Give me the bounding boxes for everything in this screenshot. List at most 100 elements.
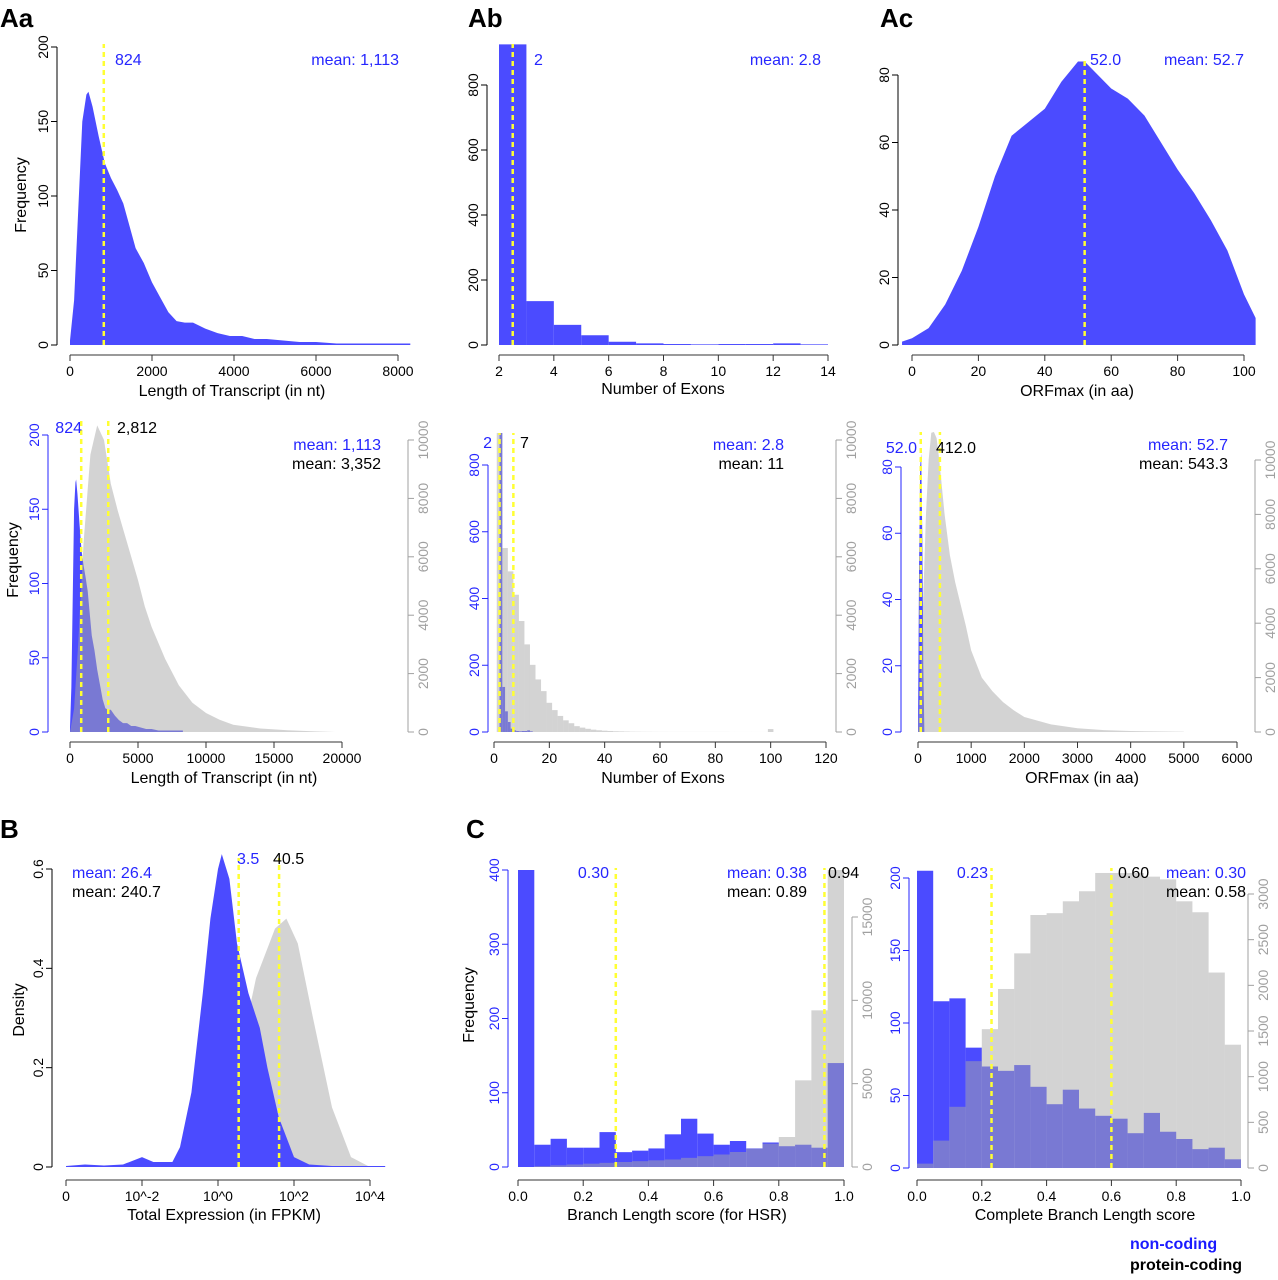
y-right-tick-label: 1500 bbox=[1255, 1015, 1271, 1046]
bar-non-coding bbox=[933, 1001, 950, 1168]
x-tick-label: 8000 bbox=[382, 363, 413, 379]
median-label: 0.60 bbox=[1118, 865, 1149, 882]
median-label: 0.23 bbox=[957, 865, 988, 882]
bar-protein-coding bbox=[496, 433, 503, 732]
y-right-tick-label: 0 bbox=[859, 1163, 875, 1171]
y-right-tick-label: 10000 bbox=[1262, 440, 1278, 479]
bar-protein-coding bbox=[998, 988, 1015, 1168]
x-tick-label: 2 bbox=[495, 363, 503, 379]
bar-protein-coding bbox=[612, 731, 619, 732]
y-tick-label: 100 bbox=[26, 572, 42, 596]
y-tick-label: 0 bbox=[876, 341, 892, 349]
bar-protein-coding bbox=[529, 664, 536, 732]
y-tick-label: 0 bbox=[879, 728, 895, 736]
x-tick-label: 10^-2 bbox=[125, 1188, 160, 1204]
y-tick-label: 200 bbox=[486, 1007, 502, 1031]
y-tick-label: 150 bbox=[35, 110, 51, 134]
y-tick-label: 400 bbox=[466, 587, 482, 611]
bar-non-coding bbox=[534, 1144, 551, 1167]
x-tick-label: 5000 bbox=[1168, 750, 1199, 766]
bar-protein-coding bbox=[746, 1148, 763, 1167]
bar-protein-coding bbox=[596, 730, 602, 732]
x-tick-label: 0.6 bbox=[704, 1188, 724, 1204]
x-axis-label: Complete Branch Length score bbox=[975, 1207, 1196, 1224]
x-tick-label: 40 bbox=[1037, 363, 1053, 379]
bar-protein-coding bbox=[1192, 912, 1209, 1168]
legend-non-coding: non-coding bbox=[1130, 1236, 1218, 1253]
bar-protein-coding bbox=[601, 730, 608, 732]
x-tick-label: 0.6 bbox=[1102, 1188, 1122, 1204]
density-non-coding bbox=[66, 854, 386, 1167]
y-tick-label: 100 bbox=[486, 1081, 502, 1105]
x-tick-label: 20 bbox=[542, 750, 558, 766]
bar-non-coding bbox=[664, 1134, 681, 1167]
x-tick-label: 8 bbox=[660, 363, 668, 379]
bar-protein-coding bbox=[1046, 913, 1063, 1168]
bar-protein-coding bbox=[729, 1152, 747, 1167]
x-tick-label: 80 bbox=[1170, 363, 1186, 379]
bar-protein-coding bbox=[1143, 876, 1160, 1168]
y-right-tick-label: 6000 bbox=[415, 541, 431, 572]
median-label: 2 bbox=[483, 435, 492, 452]
x-tick-label: 0 bbox=[490, 750, 498, 766]
mean-label: mean: 2.8 bbox=[750, 52, 821, 69]
y-tick-label: 50 bbox=[887, 1088, 903, 1104]
x-tick-label: 1000 bbox=[956, 750, 987, 766]
x-tick-label: 0.2 bbox=[573, 1188, 593, 1204]
bar-protein-coding bbox=[557, 715, 564, 732]
x-tick-label: 10000 bbox=[187, 750, 226, 766]
x-tick-label: 20000 bbox=[323, 750, 362, 766]
x-tick-label: 4000 bbox=[218, 363, 249, 379]
mean-label: mean: 0.89 bbox=[727, 884, 807, 901]
mean-label: mean: 1,113 bbox=[293, 437, 381, 454]
bar-protein-coding bbox=[583, 1163, 600, 1167]
bar-protein-coding bbox=[697, 1156, 714, 1167]
y-right-tick-label: 6000 bbox=[843, 541, 859, 572]
bar-protein-coding bbox=[1095, 872, 1112, 1168]
bar-protein-coding bbox=[618, 731, 625, 732]
bar-protein-coding bbox=[579, 727, 586, 732]
bar-protein-coding bbox=[568, 723, 575, 732]
mean-label: mean: 543.3 bbox=[1139, 456, 1228, 473]
bar-protein-coding bbox=[524, 644, 530, 732]
bar-protein-coding bbox=[541, 691, 547, 732]
y-right-tick-label: 10000 bbox=[415, 420, 431, 459]
y-right-tick-label: 10000 bbox=[859, 981, 875, 1020]
bar-protein-coding bbox=[1079, 891, 1096, 1168]
y-tick-label: 50 bbox=[26, 650, 42, 666]
mean-label: mean: 0.38 bbox=[727, 865, 807, 882]
y-tick-label: 0.4 bbox=[30, 958, 46, 978]
bar-protein-coding bbox=[767, 729, 774, 732]
mean-label: mean: 52.7 bbox=[1164, 52, 1244, 69]
y-right-tick-label: 2000 bbox=[1255, 970, 1271, 1001]
y-tick-label: 200 bbox=[887, 866, 903, 890]
y-right-tick-label: 15000 bbox=[859, 897, 875, 936]
bar-protein-coding bbox=[795, 1080, 812, 1167]
x-tick-label: 0 bbox=[66, 750, 74, 766]
x-tick-label: 10 bbox=[711, 363, 727, 379]
bar-protein-coding bbox=[1014, 953, 1031, 1168]
median-label: 2 bbox=[534, 52, 543, 69]
legend-protein-coding: protein-coding bbox=[1130, 1257, 1242, 1274]
x-tick-label: 20 bbox=[971, 363, 987, 379]
y-tick-label: 800 bbox=[465, 73, 481, 97]
y-tick-label: 600 bbox=[466, 520, 482, 544]
median-label: 3.5 bbox=[237, 851, 259, 868]
y-right-tick-label: 10000 bbox=[843, 420, 859, 459]
mean-label: mean: 2.8 bbox=[713, 437, 784, 454]
x-tick-label: 1.0 bbox=[834, 1188, 854, 1204]
y-right-tick-label: 2000 bbox=[415, 658, 431, 689]
median-label: 40.5 bbox=[273, 851, 304, 868]
y-tick-label: 400 bbox=[465, 203, 481, 227]
y-right-tick-label: 2500 bbox=[1255, 924, 1271, 955]
x-tick-label: 6 bbox=[605, 363, 613, 379]
y-tick-label: 200 bbox=[465, 268, 481, 292]
bar-non-coding bbox=[583, 1147, 600, 1167]
y-tick-label: 80 bbox=[876, 67, 892, 83]
bar-non-coding bbox=[681, 1118, 698, 1167]
bar-non-coding bbox=[800, 344, 828, 345]
bar-protein-coding bbox=[566, 1164, 584, 1167]
x-tick-label: 0 bbox=[62, 1188, 70, 1204]
panel-B: 3.5 40.5 mean: 26.4 mean: 240.7 0 10^-2 10^0 10… bbox=[11, 851, 386, 1224]
